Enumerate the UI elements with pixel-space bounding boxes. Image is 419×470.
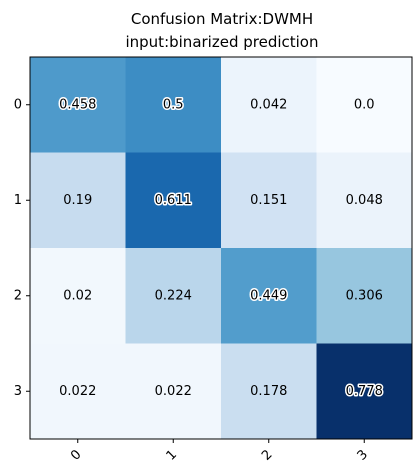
heatmap-cell-r0-c1 (125, 57, 222, 153)
cell-value-r0-c3: 0.0 (354, 97, 375, 112)
cell-value-r3-c1: 0.022 (155, 384, 192, 399)
heatmap-cells (30, 57, 413, 440)
cell-value-r1-c2: 0.151 (250, 193, 287, 208)
cell-value-r0-c0: 0.458 (59, 97, 96, 112)
heatmap-cell-r0-c0 (30, 57, 126, 153)
cell-value-r3-c2: 0.178 (250, 384, 287, 399)
heatmap-cell-r3-c2 (221, 343, 317, 440)
cell-value-r3-c3: 0.778 (346, 384, 383, 399)
heatmap-cell-r2-c1 (125, 248, 222, 344)
x-tick-label-1: 1 (164, 447, 180, 463)
cell-value-labels: 0.458 0.5 0.042 0.0 0.19 0.611 0.151 0.048 0.02 0… (58, 96, 385, 401)
heatmap-cell-r3-c3 (316, 343, 413, 440)
heatmap-cell-r1-c1 (125, 152, 222, 249)
cell-value-r2-c2: 0.449 (250, 288, 287, 303)
cell-value-r1-c0: 0.19 (63, 193, 92, 208)
y-tick-label-2: 2 (14, 288, 22, 303)
y-tick-label-1: 1 (14, 193, 22, 208)
heatmap-cell-r2-c0 (30, 248, 126, 344)
cell-value-r0-c2: 0.042 (250, 97, 287, 112)
heatmap-cell-r1-c3 (316, 152, 413, 249)
y-tick-label-0: 0 (14, 97, 22, 112)
heatmap-cell-r1-c0 (30, 152, 126, 249)
chart-title: Confusion Matrix:DWMH (131, 10, 313, 28)
cell-value-r2-c0: 0.02 (63, 288, 92, 303)
x-tick-label-3: 3 (355, 447, 371, 463)
heatmap-cell-r2-c3 (316, 248, 413, 344)
heatmap-cell-r2-c2 (221, 248, 317, 344)
y-tick-label-3: 3 (14, 384, 22, 399)
heatmap-cell-r0-c2 (221, 57, 317, 153)
heatmap-cell-r3-c0 (30, 343, 126, 440)
heatmap-cell-r1-c2 (221, 152, 317, 249)
heatmap-cell-r0-c3 (316, 57, 413, 153)
cell-value-r2-c3: 0.306 (346, 288, 383, 303)
plot-frame (29, 56, 413, 440)
x-tick-label-2: 2 (259, 447, 275, 463)
heatmap-cell-r3-c1 (125, 343, 222, 440)
x-tick-label-0: 0 (68, 447, 84, 463)
cell-value-r1-c1: 0.611 (155, 193, 192, 208)
cell-value-r1-c3: 0.048 (346, 193, 383, 208)
x-axis-ticks: 0 1 2 3 (68, 439, 371, 464)
cell-value-r0-c1: 0.5 (163, 97, 184, 112)
cell-value-r3-c0: 0.022 (59, 384, 96, 399)
chart-subtitle: input:binarized prediction (125, 33, 318, 51)
y-axis-ticks: 0 1 2 3 (14, 97, 30, 399)
cell-value-r2-c1: 0.224 (155, 288, 192, 303)
